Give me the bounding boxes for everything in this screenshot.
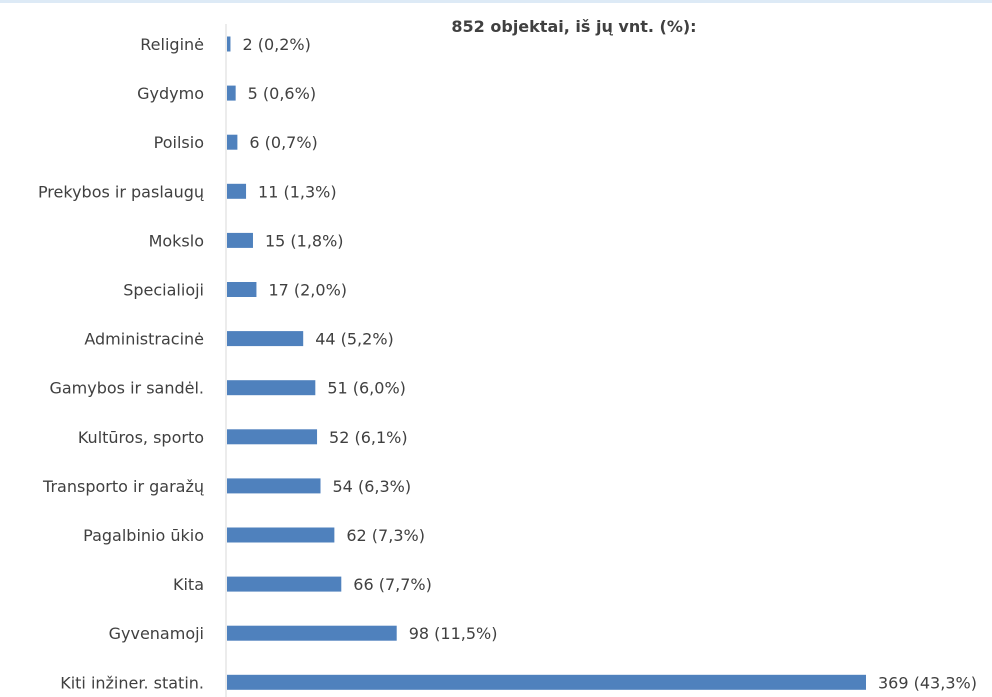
data-label: 17 (2,0%) (268, 281, 347, 300)
bar (227, 478, 321, 494)
data-label: 15 (1,8%) (265, 231, 344, 250)
category-label: Poilsio (154, 133, 204, 152)
bar (227, 625, 397, 641)
data-label: 51 (6,0%) (327, 379, 406, 398)
category-label: Specialioji (123, 281, 204, 300)
data-label: 98 (11,5%) (409, 624, 498, 643)
data-label: 6 (0,7%) (249, 133, 317, 152)
data-label: 11 (1,3%) (258, 182, 337, 201)
bar (227, 380, 316, 396)
bar (227, 674, 866, 690)
data-label: 5 (0,6%) (248, 84, 316, 103)
category-label: Kita (173, 575, 204, 594)
bar (227, 527, 335, 543)
category-label: Mokslo (149, 231, 204, 250)
bar (227, 183, 247, 199)
category-label: Kultūros, sporto (78, 428, 204, 447)
category-label: Gydymo (137, 84, 204, 103)
data-label: 62 (7,3%) (346, 526, 425, 545)
category-label: Transporto ir garažų (42, 477, 204, 496)
category-label: Religinė (140, 35, 204, 54)
chart-title: 852 objektai, iš jų vnt. (%): (451, 17, 696, 36)
data-label: 2 (0,2%) (242, 35, 310, 54)
bar (227, 232, 253, 248)
bar (227, 134, 238, 150)
bars-layer: Religinė 2 (0,2%) Gydymo 5 (0,6%) Poilsio 6 (… (38, 35, 977, 692)
category-label: Pagalbinio ūkio (83, 526, 204, 545)
bar-chart: 852 objektai, iš jų vnt. (%): Religinė 2 … (38, 17, 977, 697)
data-label: 369 (43,3%) (878, 673, 977, 692)
category-label: Prekybos ir paslaugų (38, 182, 204, 201)
bar (227, 331, 304, 347)
category-label: Gyvenamoji (109, 624, 204, 643)
category-label: Gamybos ir sandėl. (49, 379, 204, 398)
bar (227, 576, 342, 592)
bar (227, 282, 257, 297)
bar (227, 429, 318, 445)
data-label: 44 (5,2%) (315, 330, 394, 349)
bar (227, 36, 231, 52)
category-label: Kiti inžiner. statin. (60, 673, 204, 692)
category-label: Administracinė (84, 330, 204, 349)
data-label: 66 (7,7%) (353, 575, 432, 594)
data-label: 52 (6,1%) (329, 428, 408, 447)
bar (227, 85, 236, 101)
data-label: 54 (6,3%) (333, 477, 412, 496)
